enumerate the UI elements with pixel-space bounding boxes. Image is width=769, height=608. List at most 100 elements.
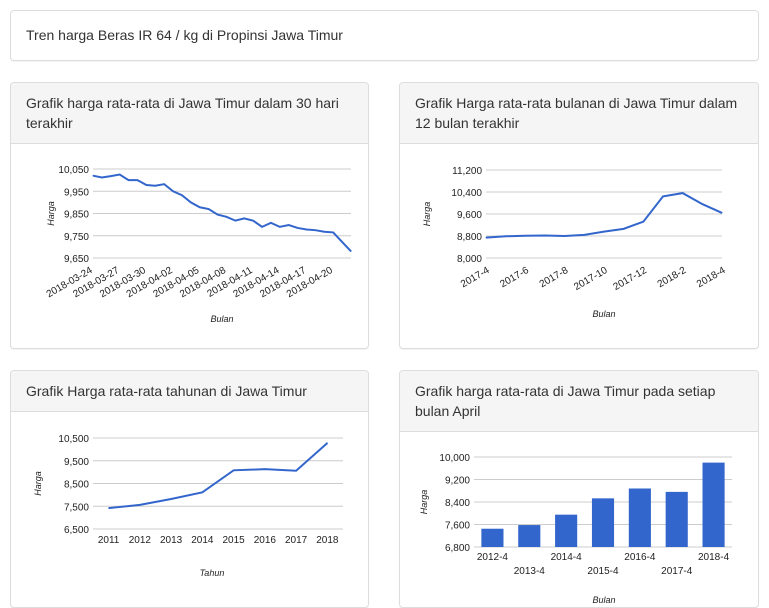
panel-april: Grafik harga rata-rata di Jawa Timur pad… (399, 370, 759, 608)
y-tick-label: 10,000 (439, 453, 470, 464)
x-tick-label: 2016 (254, 535, 277, 546)
bar (555, 514, 578, 547)
x-tick-label: 2017 (285, 535, 308, 546)
data-point (485, 237, 487, 239)
data-point (297, 227, 299, 229)
data-point (662, 195, 664, 197)
data-point (92, 175, 94, 177)
bar (665, 491, 688, 547)
data-point (306, 229, 308, 231)
data-point (217, 214, 219, 216)
y-tick-label: 8,400 (445, 498, 470, 509)
data-point (350, 250, 352, 252)
data-point (139, 504, 141, 506)
data-point (564, 235, 566, 237)
data-point (642, 221, 644, 223)
data-point (119, 174, 121, 176)
panel-30-days: Grafik harga rata-rata di Jawa Timur dal… (10, 82, 369, 349)
x-tick-label: 2017-8 (538, 265, 571, 290)
data-point (201, 491, 203, 493)
x-tick-label: 2012 (129, 535, 152, 546)
data-point (110, 175, 112, 177)
x-tick-label: 2017-12 (612, 265, 650, 293)
data-point (243, 217, 245, 219)
x-axis-label: Tahun (200, 568, 225, 578)
x-tick-label: 2018-2 (656, 265, 689, 290)
x-axis-label: Bulan (592, 595, 615, 605)
y-axis-label: Harga (422, 202, 432, 227)
y-tick-label: 9,850 (64, 210, 89, 221)
y-tick-label: 9,500 (64, 457, 89, 468)
y-tick-label: 10,500 (58, 434, 89, 445)
data-point (181, 194, 183, 196)
data-point (270, 222, 272, 224)
data-point (295, 470, 297, 472)
panel-12-months: Grafik Harga rata-rata bulanan di Jawa T… (399, 82, 759, 349)
y-tick-label: 6,800 (445, 543, 470, 554)
y-axis-label: Harga (46, 201, 56, 226)
panel-yearly: Grafik Harga rata-rata tahunan di Jawa T… (10, 370, 369, 608)
y-tick-label: 8,000 (457, 254, 482, 265)
y-tick-label: 10,050 (58, 165, 89, 176)
y-tick-label: 7,500 (64, 502, 89, 513)
data-point (101, 176, 103, 178)
data-point (199, 206, 201, 208)
y-tick-label: 8,500 (64, 480, 89, 491)
panel-title-april: Grafik harga rata-rata di Jawa Timur pad… (400, 371, 758, 432)
series-line (485, 192, 723, 239)
data-point (170, 498, 172, 500)
y-tick-label: 9,200 (445, 476, 470, 487)
data-point (234, 220, 236, 222)
x-tick-label: 2017-6 (498, 265, 531, 290)
data-point (544, 234, 546, 236)
x-tick-label: 2012-4 (477, 552, 509, 563)
data-point (233, 469, 235, 471)
y-tick-label: 6,500 (64, 525, 89, 536)
data-point (136, 179, 138, 181)
data-point (225, 216, 227, 218)
data-point (261, 226, 263, 228)
x-tick-label: 2015-4 (587, 566, 619, 577)
header-panel: Tren harga Beras IR 64 / kg di Propinsi … (10, 10, 759, 61)
data-point (264, 468, 266, 470)
data-point (524, 235, 526, 237)
data-point (163, 183, 165, 185)
panel-title-yearly: Grafik Harga rata-rata tahunan di Jawa T… (11, 371, 368, 412)
data-point (583, 234, 585, 236)
panel-title-30-days: Grafik harga rata-rata di Jawa Timur dal… (11, 83, 368, 144)
data-point (323, 231, 325, 233)
data-point (332, 231, 334, 233)
bar (481, 528, 504, 547)
data-point (252, 220, 254, 222)
x-axis-label: Bulan (210, 314, 233, 324)
panel-title-12-months: Grafik Harga rata-rata bulanan di Jawa T… (400, 83, 758, 144)
data-point (326, 442, 328, 444)
x-axis-label: Bulan (592, 309, 615, 319)
data-point (701, 203, 703, 205)
y-axis-label: Harga (33, 471, 43, 496)
y-tick-label: 9,750 (64, 232, 89, 243)
page-title: Tren harga Beras IR 64 / kg di Propinsi … (26, 27, 343, 43)
chart-yearly: 6,500 7,500 8,500 9,500 10,500 Harga 2011 2012 2… (33, 434, 343, 578)
data-point (341, 241, 343, 243)
y-tick-label: 9,600 (457, 210, 482, 221)
x-tick-label: 2011 (98, 535, 120, 546)
data-point (190, 201, 192, 203)
series-line (108, 442, 329, 510)
y-tick-label: 9,650 (64, 254, 89, 265)
x-tick-label: 2018-4 (695, 265, 728, 290)
x-tick-label: 2017-4 (459, 265, 492, 290)
chart-april: 6,800 7,600 8,400 9,200 10,000 Harga 2012-4 201… (419, 453, 732, 605)
series-line (92, 173, 352, 253)
x-tick-label: 2014-4 (551, 552, 583, 563)
data-point (603, 231, 605, 233)
chart-30-days: 9,6509,7509,8509,95010,050Harga2018-03-2… (45, 165, 352, 324)
x-tick-label: 2014 (191, 535, 214, 546)
x-tick-label: 2013 (160, 535, 183, 546)
data-point (154, 185, 156, 187)
bar (702, 462, 725, 547)
y-tick-label: 9,950 (64, 187, 89, 198)
data-point (145, 184, 147, 186)
data-point (721, 212, 723, 214)
